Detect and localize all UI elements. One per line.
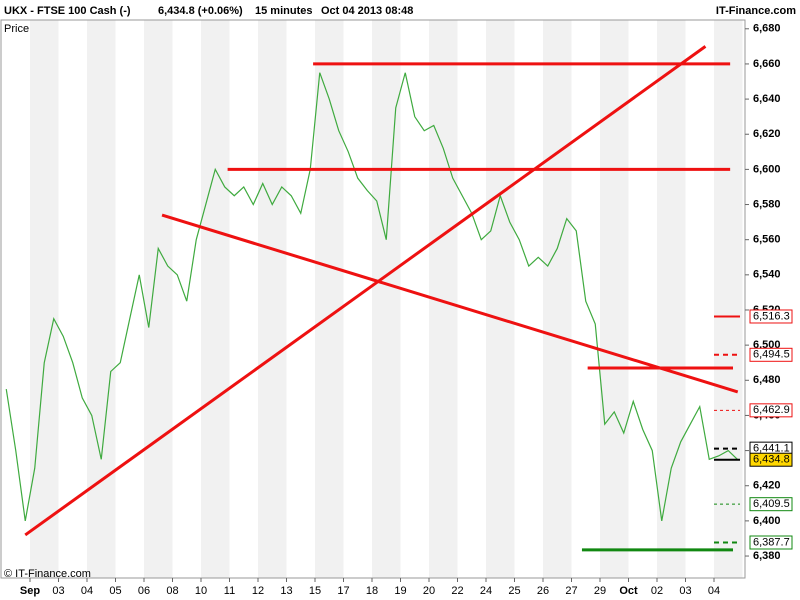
y-tick-label: 6,540 [753,269,781,281]
day-band [543,20,572,578]
x-tick-label: 29 [594,585,606,597]
x-tick-label: Sep [20,585,40,597]
day-band [714,20,743,578]
y-tick-label: 6,580 [753,198,781,210]
day-band [144,20,173,578]
level-label: 6,434.8 [753,454,790,466]
level-label: 6,462.9 [753,404,790,416]
level-box [749,403,793,418]
y-tick-label: 6,680 [753,23,781,35]
level-label: 6,387.7 [753,536,790,548]
level-box [749,452,793,467]
x-tick-label: 18 [366,585,378,597]
x-tick-label: 17 [337,585,349,597]
plot-frame [0,19,746,579]
x-tick-label: 27 [565,585,577,597]
day-band [657,20,686,578]
day-band [258,20,287,578]
x-tick-label: 10 [195,585,207,597]
y-tick-label: 6,480 [753,374,781,386]
x-tick-label: 05 [109,585,121,597]
x-tick-label: 11 [224,585,235,597]
y-tick-label: 6,620 [753,128,781,140]
x-tick-label: 25 [508,585,520,597]
x-tick-label: 15 [309,585,321,597]
y-tick-label: 6,400 [753,515,781,527]
x-tick-label: 03 [52,585,64,597]
level-box [749,347,793,362]
chart-title: UKX - FTSE 100 Cash (-) [4,5,131,17]
y-tick-label: 6,380 [753,550,781,562]
trend-line [161,213,739,394]
level-label: 6,516.3 [753,310,790,322]
copyright: © IT-Finance.com [4,568,91,580]
day-band [201,20,230,578]
interval: 15 minutes [255,5,312,17]
x-tick-label: 20 [423,585,435,597]
last-quote: 6,434.8 (+0.06%) [158,5,243,17]
day-band [87,20,116,578]
x-tick-label: 26 [537,585,549,597]
x-tick-label: 24 [480,585,492,597]
timestamp: Oct 04 2013 08:48 [321,5,413,17]
x-tick-label: 22 [451,585,463,597]
day-band [372,20,401,578]
x-tick-label: 06 [138,585,150,597]
level-box [749,309,793,324]
y-tick-label: 6,600 [753,163,781,175]
x-tick-label: 04 [708,585,720,597]
x-tick-label: Oct [619,585,638,597]
price-line [5,72,739,521]
x-tick-label: 19 [394,585,406,597]
y-tick-label: 6,660 [753,58,781,70]
level-label: 6,494.5 [753,349,790,361]
day-band [30,20,59,578]
level-box [749,535,793,550]
y-tick-label: 6,560 [753,234,781,246]
day-band [315,20,344,578]
y-tick-label: 6,640 [753,93,781,105]
y-axis-label: Price [4,23,29,35]
level-label: 6,409.5 [753,498,790,510]
y-tick-label: 6,420 [753,480,781,492]
day-band [486,20,515,578]
x-tick-label: 03 [679,585,691,597]
trend-line [24,45,707,537]
x-tick-label: 13 [280,585,292,597]
x-tick-label: 12 [252,585,264,597]
x-tick-label: 02 [651,585,663,597]
x-tick-label: 04 [81,585,93,597]
x-tick-label: 08 [166,585,178,597]
level-box [749,497,793,512]
source: IT-Finance.com [716,5,796,17]
level-label: 6,441.1 [753,443,790,455]
